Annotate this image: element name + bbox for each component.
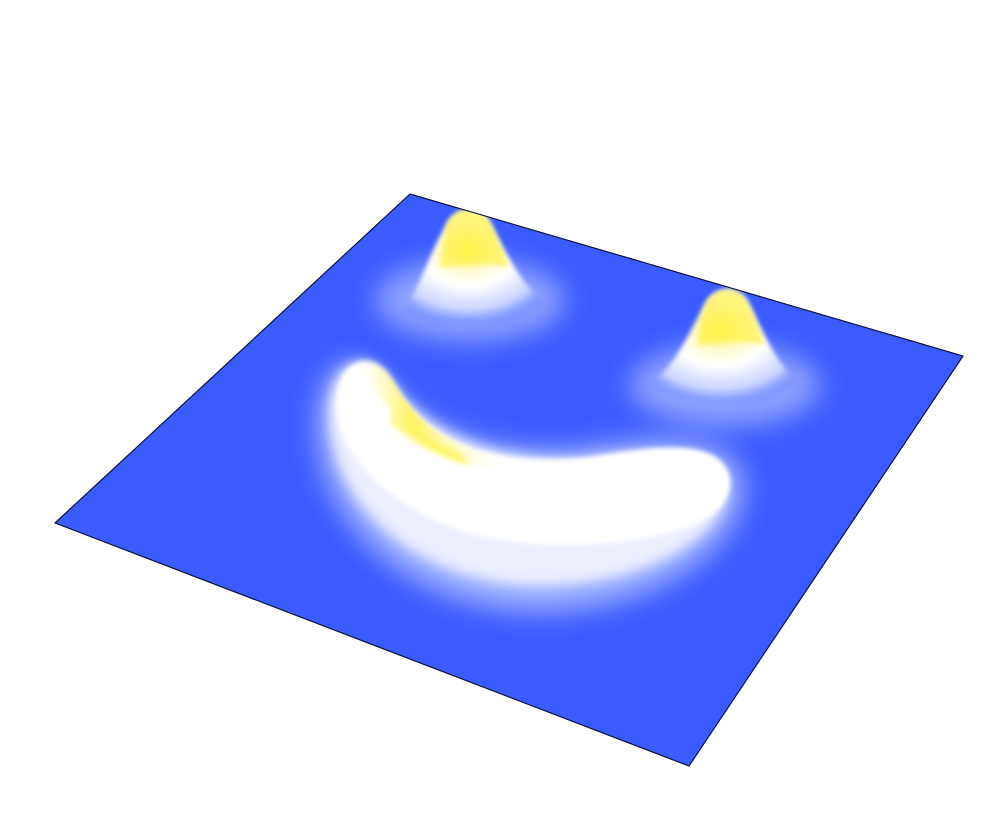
surface-edge	[54, 193, 964, 767]
right-eye-peak	[630, 289, 820, 425]
left-eye-peak	[375, 209, 565, 340]
mouth-ridge	[317, 359, 744, 611]
